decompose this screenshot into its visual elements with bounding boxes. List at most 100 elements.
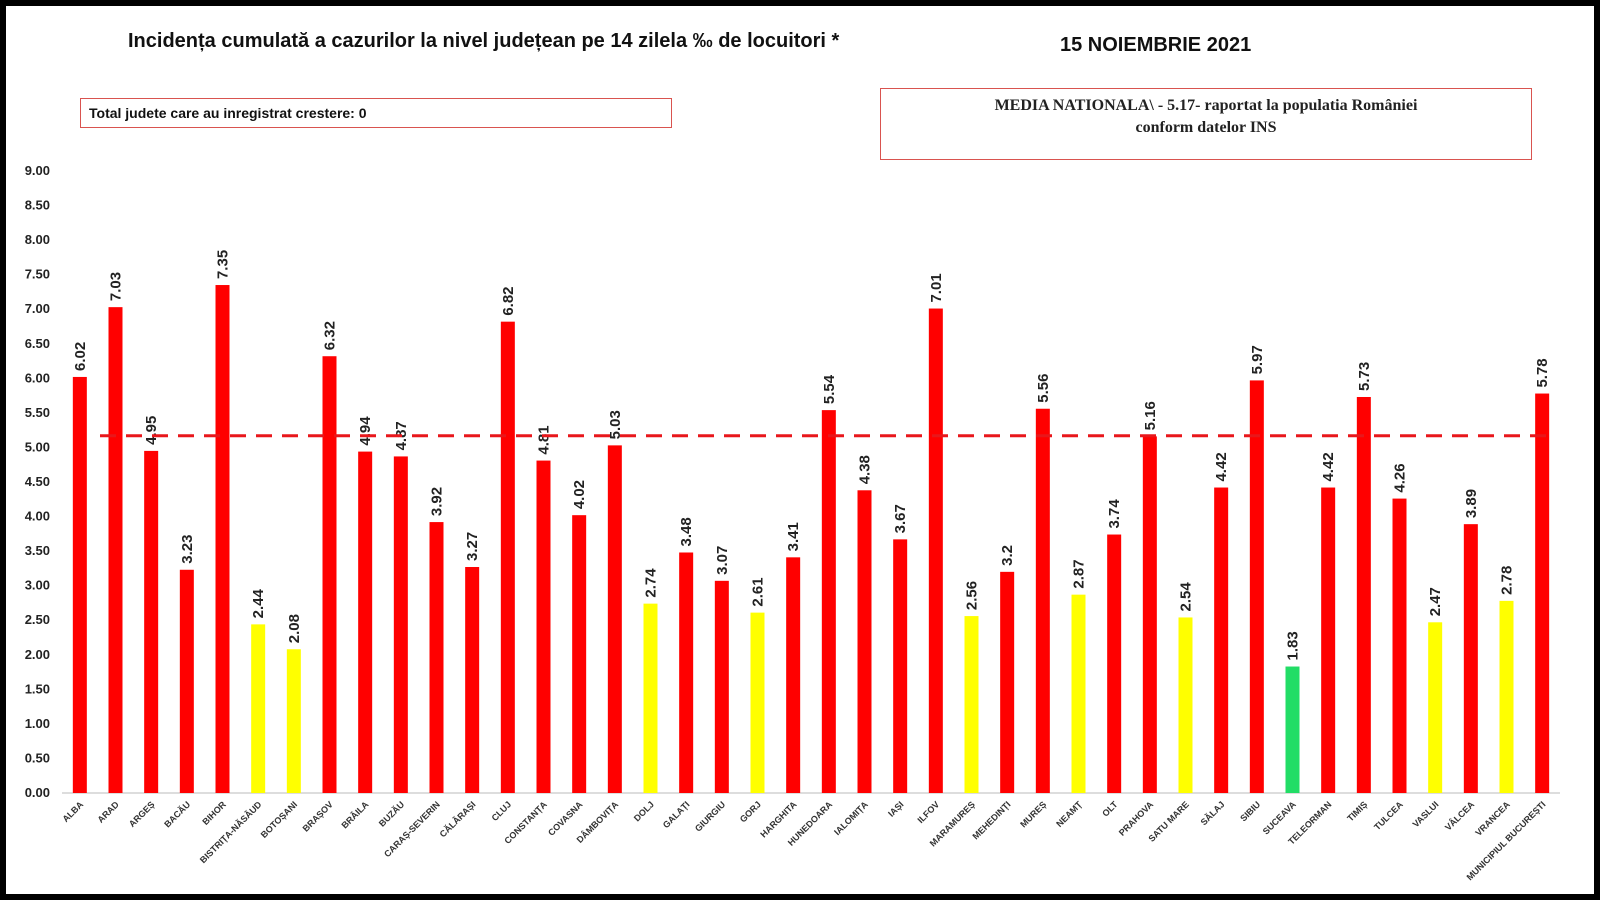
bar bbox=[358, 451, 373, 793]
bar-value-label: 3.2 bbox=[999, 545, 1016, 566]
x-category-label: ARAD bbox=[95, 799, 121, 825]
x-category-label: CĂLĂRAȘI bbox=[438, 799, 478, 839]
bar bbox=[643, 603, 658, 793]
bar bbox=[465, 567, 480, 793]
bar-value-label: 3.41 bbox=[785, 522, 802, 551]
bar-value-label: 3.92 bbox=[429, 487, 446, 516]
bar bbox=[1214, 487, 1229, 793]
x-category-label: GIURGIU bbox=[693, 799, 727, 833]
bar bbox=[928, 308, 943, 793]
y-tick-label: 1.00 bbox=[25, 716, 50, 731]
bar-value-label: 4.42 bbox=[1320, 452, 1337, 481]
x-category-label: BACĂU bbox=[162, 799, 192, 829]
x-category-label: BRAȘOV bbox=[301, 799, 335, 833]
x-category-label: GALAȚI bbox=[661, 799, 692, 830]
bar-value-label: 2.74 bbox=[643, 568, 660, 598]
bar-value-label: 2.61 bbox=[750, 577, 767, 606]
y-tick-label: 2.00 bbox=[25, 647, 50, 662]
bar-value-label: 2.08 bbox=[286, 614, 303, 643]
bar bbox=[1035, 408, 1050, 793]
x-category-label: DOLJ bbox=[632, 799, 656, 823]
bar-value-label: 4.94 bbox=[357, 416, 374, 446]
y-tick-label: 3.50 bbox=[25, 543, 50, 558]
bar-value-label: 5.73 bbox=[1356, 362, 1373, 391]
bar-value-label: 3.27 bbox=[464, 532, 481, 561]
increase-note-box: Total judete care au inregistrat crester… bbox=[80, 98, 672, 128]
x-category-label: BISTRIȚA-NĂSĂUD bbox=[198, 799, 264, 865]
bar bbox=[1463, 524, 1478, 793]
y-tick-label: 7.00 bbox=[25, 301, 50, 316]
x-category-label: SUCEAVA bbox=[1261, 799, 1299, 837]
bar-value-label: 5.54 bbox=[821, 374, 838, 404]
bar-value-label: 2.56 bbox=[964, 581, 981, 610]
bar-value-label: 2.78 bbox=[1499, 566, 1516, 595]
bar-value-label: 5.56 bbox=[1035, 374, 1052, 403]
bar-value-label: 4.42 bbox=[1213, 452, 1230, 481]
bar-value-label: 3.48 bbox=[678, 517, 695, 546]
bar-value-label: 4.38 bbox=[857, 455, 874, 484]
x-category-label: VASLUI bbox=[1411, 799, 1441, 829]
bar-value-label: 3.23 bbox=[179, 535, 196, 564]
bar bbox=[786, 557, 801, 793]
bar bbox=[393, 456, 408, 793]
bar bbox=[179, 569, 194, 793]
bar-value-label: 3.74 bbox=[1106, 499, 1123, 529]
y-tick-label: 4.00 bbox=[25, 509, 50, 524]
bar bbox=[857, 490, 872, 793]
x-category-label: SĂLAJ bbox=[1199, 799, 1227, 827]
x-category-label: SIBIU bbox=[1238, 799, 1262, 823]
bar-value-label: 6.82 bbox=[500, 286, 517, 315]
bar bbox=[1285, 666, 1300, 793]
x-category-label: ARGEȘ bbox=[127, 799, 157, 829]
bar bbox=[1356, 396, 1371, 793]
bar-value-label: 5.97 bbox=[1249, 345, 1266, 374]
bar bbox=[72, 376, 87, 793]
x-category-label: MEHEDINȚI bbox=[971, 799, 1013, 841]
x-category-label: BUZĂU bbox=[377, 799, 406, 828]
bar bbox=[1142, 436, 1157, 793]
chart-title: Incidența cumulată a cazurilor la nivel … bbox=[128, 30, 840, 52]
bar-value-label: 4.26 bbox=[1392, 463, 1409, 492]
y-tick-label: 6.50 bbox=[25, 336, 50, 351]
bar-value-label: 3.89 bbox=[1463, 489, 1480, 518]
bar-value-label: 2.44 bbox=[250, 589, 267, 619]
bar-value-label: 2.54 bbox=[1178, 582, 1195, 612]
x-category-label: BIHOR bbox=[200, 799, 228, 827]
y-tick-label: 9.00 bbox=[25, 163, 50, 178]
bar-value-label: 2.87 bbox=[1071, 559, 1088, 588]
y-tick-label: 4.50 bbox=[25, 474, 50, 489]
y-tick-label: 7.50 bbox=[25, 267, 50, 282]
bar bbox=[429, 522, 444, 793]
bar-value-label: 7.35 bbox=[215, 250, 232, 279]
bar bbox=[1071, 594, 1086, 793]
x-category-label: TULCEA bbox=[1372, 799, 1405, 832]
bar bbox=[1392, 498, 1407, 793]
bar-value-label: 7.01 bbox=[928, 273, 945, 302]
bar bbox=[1000, 571, 1015, 793]
x-category-label: VÂLCEA bbox=[1442, 798, 1476, 832]
national-average-line2: conform datelor INS bbox=[1135, 119, 1277, 136]
y-tick-label: 5.00 bbox=[25, 439, 50, 454]
x-category-label: COVASNA bbox=[546, 799, 585, 838]
y-tick-label: 0.50 bbox=[25, 750, 50, 765]
bar bbox=[714, 580, 729, 793]
bar bbox=[893, 539, 908, 793]
x-category-label: OLT bbox=[1100, 799, 1120, 819]
bar bbox=[572, 515, 587, 793]
y-tick-label: 3.00 bbox=[25, 578, 50, 593]
bar bbox=[1428, 622, 1443, 793]
x-category-label: ILFOV bbox=[915, 799, 941, 825]
y-tick-label: 1.50 bbox=[25, 681, 50, 696]
x-category-label: ALBA bbox=[60, 799, 85, 824]
bar bbox=[1321, 487, 1336, 793]
bar-value-label: 5.78 bbox=[1534, 358, 1551, 387]
bar-value-label: 5.03 bbox=[607, 410, 624, 439]
bar-value-label: 2.47 bbox=[1427, 587, 1444, 616]
y-tick-label: 2.50 bbox=[25, 612, 50, 627]
y-tick-label: 8.50 bbox=[25, 198, 50, 213]
bar bbox=[821, 410, 836, 793]
bar-value-label: 3.07 bbox=[714, 546, 731, 575]
national-average-line1: MEDIA NATIONALA\ - 5.17- raportat la pop… bbox=[994, 97, 1418, 114]
bar bbox=[964, 616, 979, 793]
report-date: 15 NOIEMBRIE 2021 bbox=[1060, 34, 1252, 56]
